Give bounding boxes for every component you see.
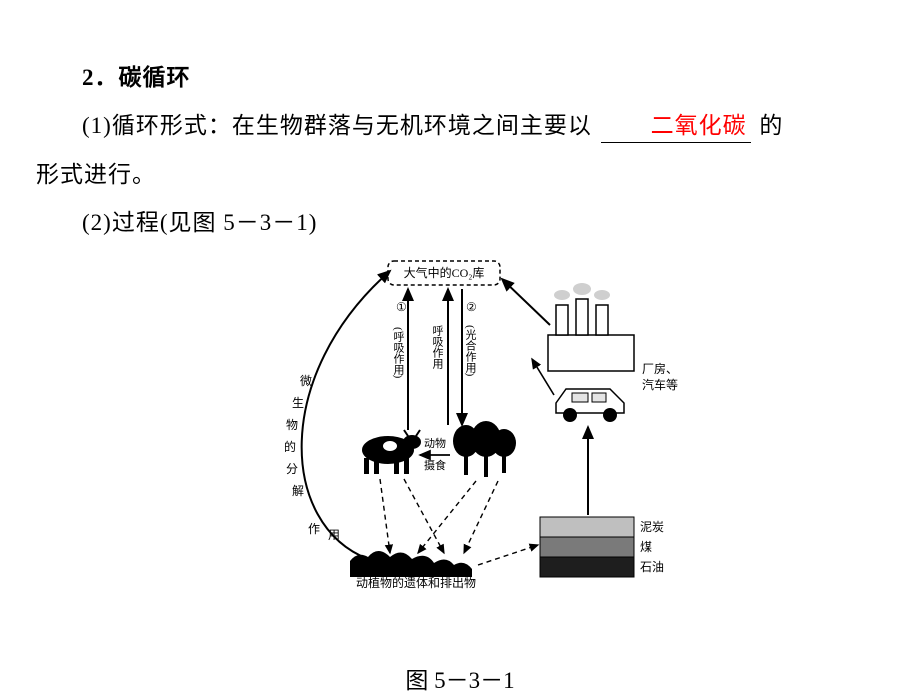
factory-icon [548, 283, 634, 371]
paragraph-1-tail: 形式进行。 [36, 151, 884, 199]
stratum-bot: 石油 [640, 560, 664, 574]
svg-text:作: 作 [308, 522, 320, 536]
factory-label-1: 厂房、 [642, 361, 678, 376]
arrow1-label: (呼吸作用) [392, 327, 405, 379]
figure-caption: 图 5－3－1 [36, 661, 884, 695]
stratum-mid: 煤 [640, 540, 652, 554]
svg-text:分: 分 [286, 462, 298, 476]
trees-icon [453, 421, 516, 477]
cow-icon [362, 430, 421, 474]
arrow2-num: ② [466, 300, 477, 314]
detritus-icon [350, 551, 472, 577]
arrow2-extra: 呼吸作用 [431, 325, 444, 370]
arrow-tree-to-remains [418, 481, 476, 553]
arrow-cow-to-remains [380, 479, 390, 553]
feed-label: 摄食 [424, 458, 446, 472]
svg-text:解: 解 [292, 484, 304, 498]
stratum-top: 泥炭 [640, 520, 664, 534]
co2-label: 大气中的CO₂库 [404, 265, 485, 280]
heading: 2．碳循环 [36, 54, 884, 102]
svg-text:物: 物 [286, 418, 298, 432]
microbe-label: 微 生 物 的 分 解 作 用 [284, 374, 340, 542]
para1-suffix-a: 的 [759, 113, 783, 138]
fossil-strata [540, 517, 634, 577]
svg-text:的: 的 [284, 439, 296, 454]
blank-answer: 二氧化碳 [601, 112, 751, 143]
arrow-cow-to-remains-2 [404, 479, 444, 553]
carbon-cycle-diagram: 大气中的CO₂库 ① (呼吸作用) ② (光合作用) 呼吸作用 动物 摄食 [240, 255, 680, 655]
arrow-decomposition [302, 271, 390, 559]
arrow1-num: ① [396, 300, 407, 314]
paragraph-2: (2)过程(见图 5－3－1) [36, 199, 884, 247]
car-icon [556, 389, 624, 422]
factory-label-2: 汽车等 [642, 377, 678, 392]
svg-text:生: 生 [292, 396, 304, 410]
remains-label: 动植物的遗体和排出物 [356, 575, 476, 590]
paragraph-1: (1)循环形式：在生物群落与无机环境之间主要以 二氧化碳 的 [36, 102, 884, 150]
arrow2-label: (光合作用) [464, 325, 477, 377]
diagram-container: 大气中的CO₂库 ① (呼吸作用) ② (光合作用) 呼吸作用 动物 摄食 [36, 255, 884, 655]
arrow-remains-to-fossil [478, 545, 538, 565]
para1-prefix: (1)循环形式：在生物群落与无机环境之间主要以 [82, 113, 592, 138]
arrow-combustion [502, 279, 550, 325]
svg-text:微: 微 [300, 374, 312, 388]
animal-label: 动物 [424, 436, 446, 450]
arrow-tree-to-remains-2 [464, 481, 498, 553]
svg-text:用: 用 [328, 528, 340, 542]
